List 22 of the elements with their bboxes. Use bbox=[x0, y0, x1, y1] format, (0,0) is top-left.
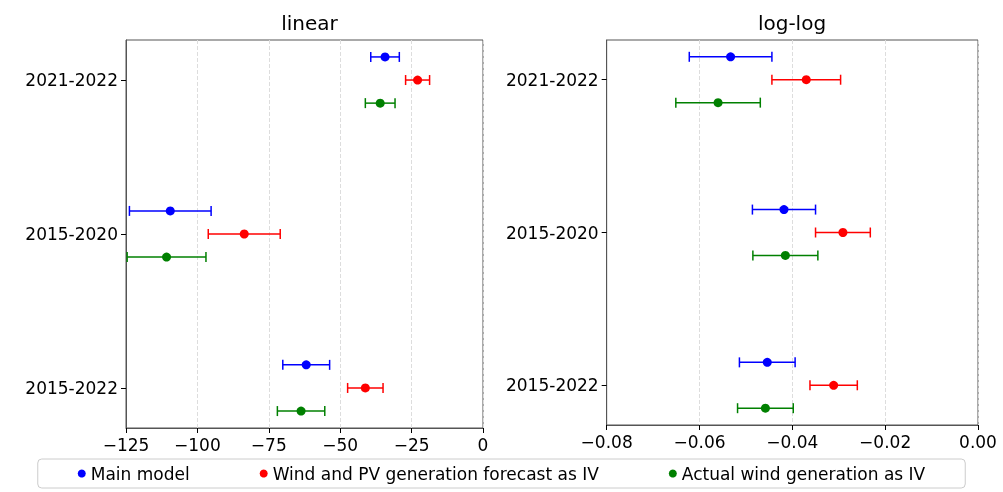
chart-title: linear bbox=[281, 11, 339, 35]
x-tick-label: −100 bbox=[174, 434, 221, 455]
x-tick-label: −75 bbox=[250, 434, 287, 455]
y-tick-label: 2015-2020 bbox=[25, 224, 118, 244]
chart-title: log-log bbox=[757, 11, 827, 35]
x-tick-label: −50 bbox=[322, 434, 359, 455]
legend-label: Main model bbox=[90, 463, 190, 484]
legend-label: Wind and PV generation forecast as IV bbox=[272, 463, 600, 484]
y-tick-label: 2021-2022 bbox=[25, 70, 118, 91]
x-tick-label: −0.04 bbox=[766, 431, 819, 452]
x-tick-label: −0.02 bbox=[859, 431, 912, 452]
x-tick-label: 0.00 bbox=[959, 431, 997, 452]
y-tick-label: 2015-2022 bbox=[505, 375, 599, 396]
legend-label: Actual wind generation as IV bbox=[681, 463, 926, 484]
y-tick-label: 2021-2022 bbox=[505, 69, 599, 90]
x-tick-label: −0.08 bbox=[580, 431, 633, 452]
y-tick-label: 2015-2020 bbox=[505, 222, 599, 243]
x-tick-label: −125 bbox=[102, 434, 150, 455]
y-tick-label: 2015-2022 bbox=[25, 377, 118, 398]
x-tick-label: 0 bbox=[477, 434, 489, 455]
x-tick-label: −25 bbox=[393, 434, 430, 455]
x-tick-label: −0.06 bbox=[673, 431, 726, 452]
